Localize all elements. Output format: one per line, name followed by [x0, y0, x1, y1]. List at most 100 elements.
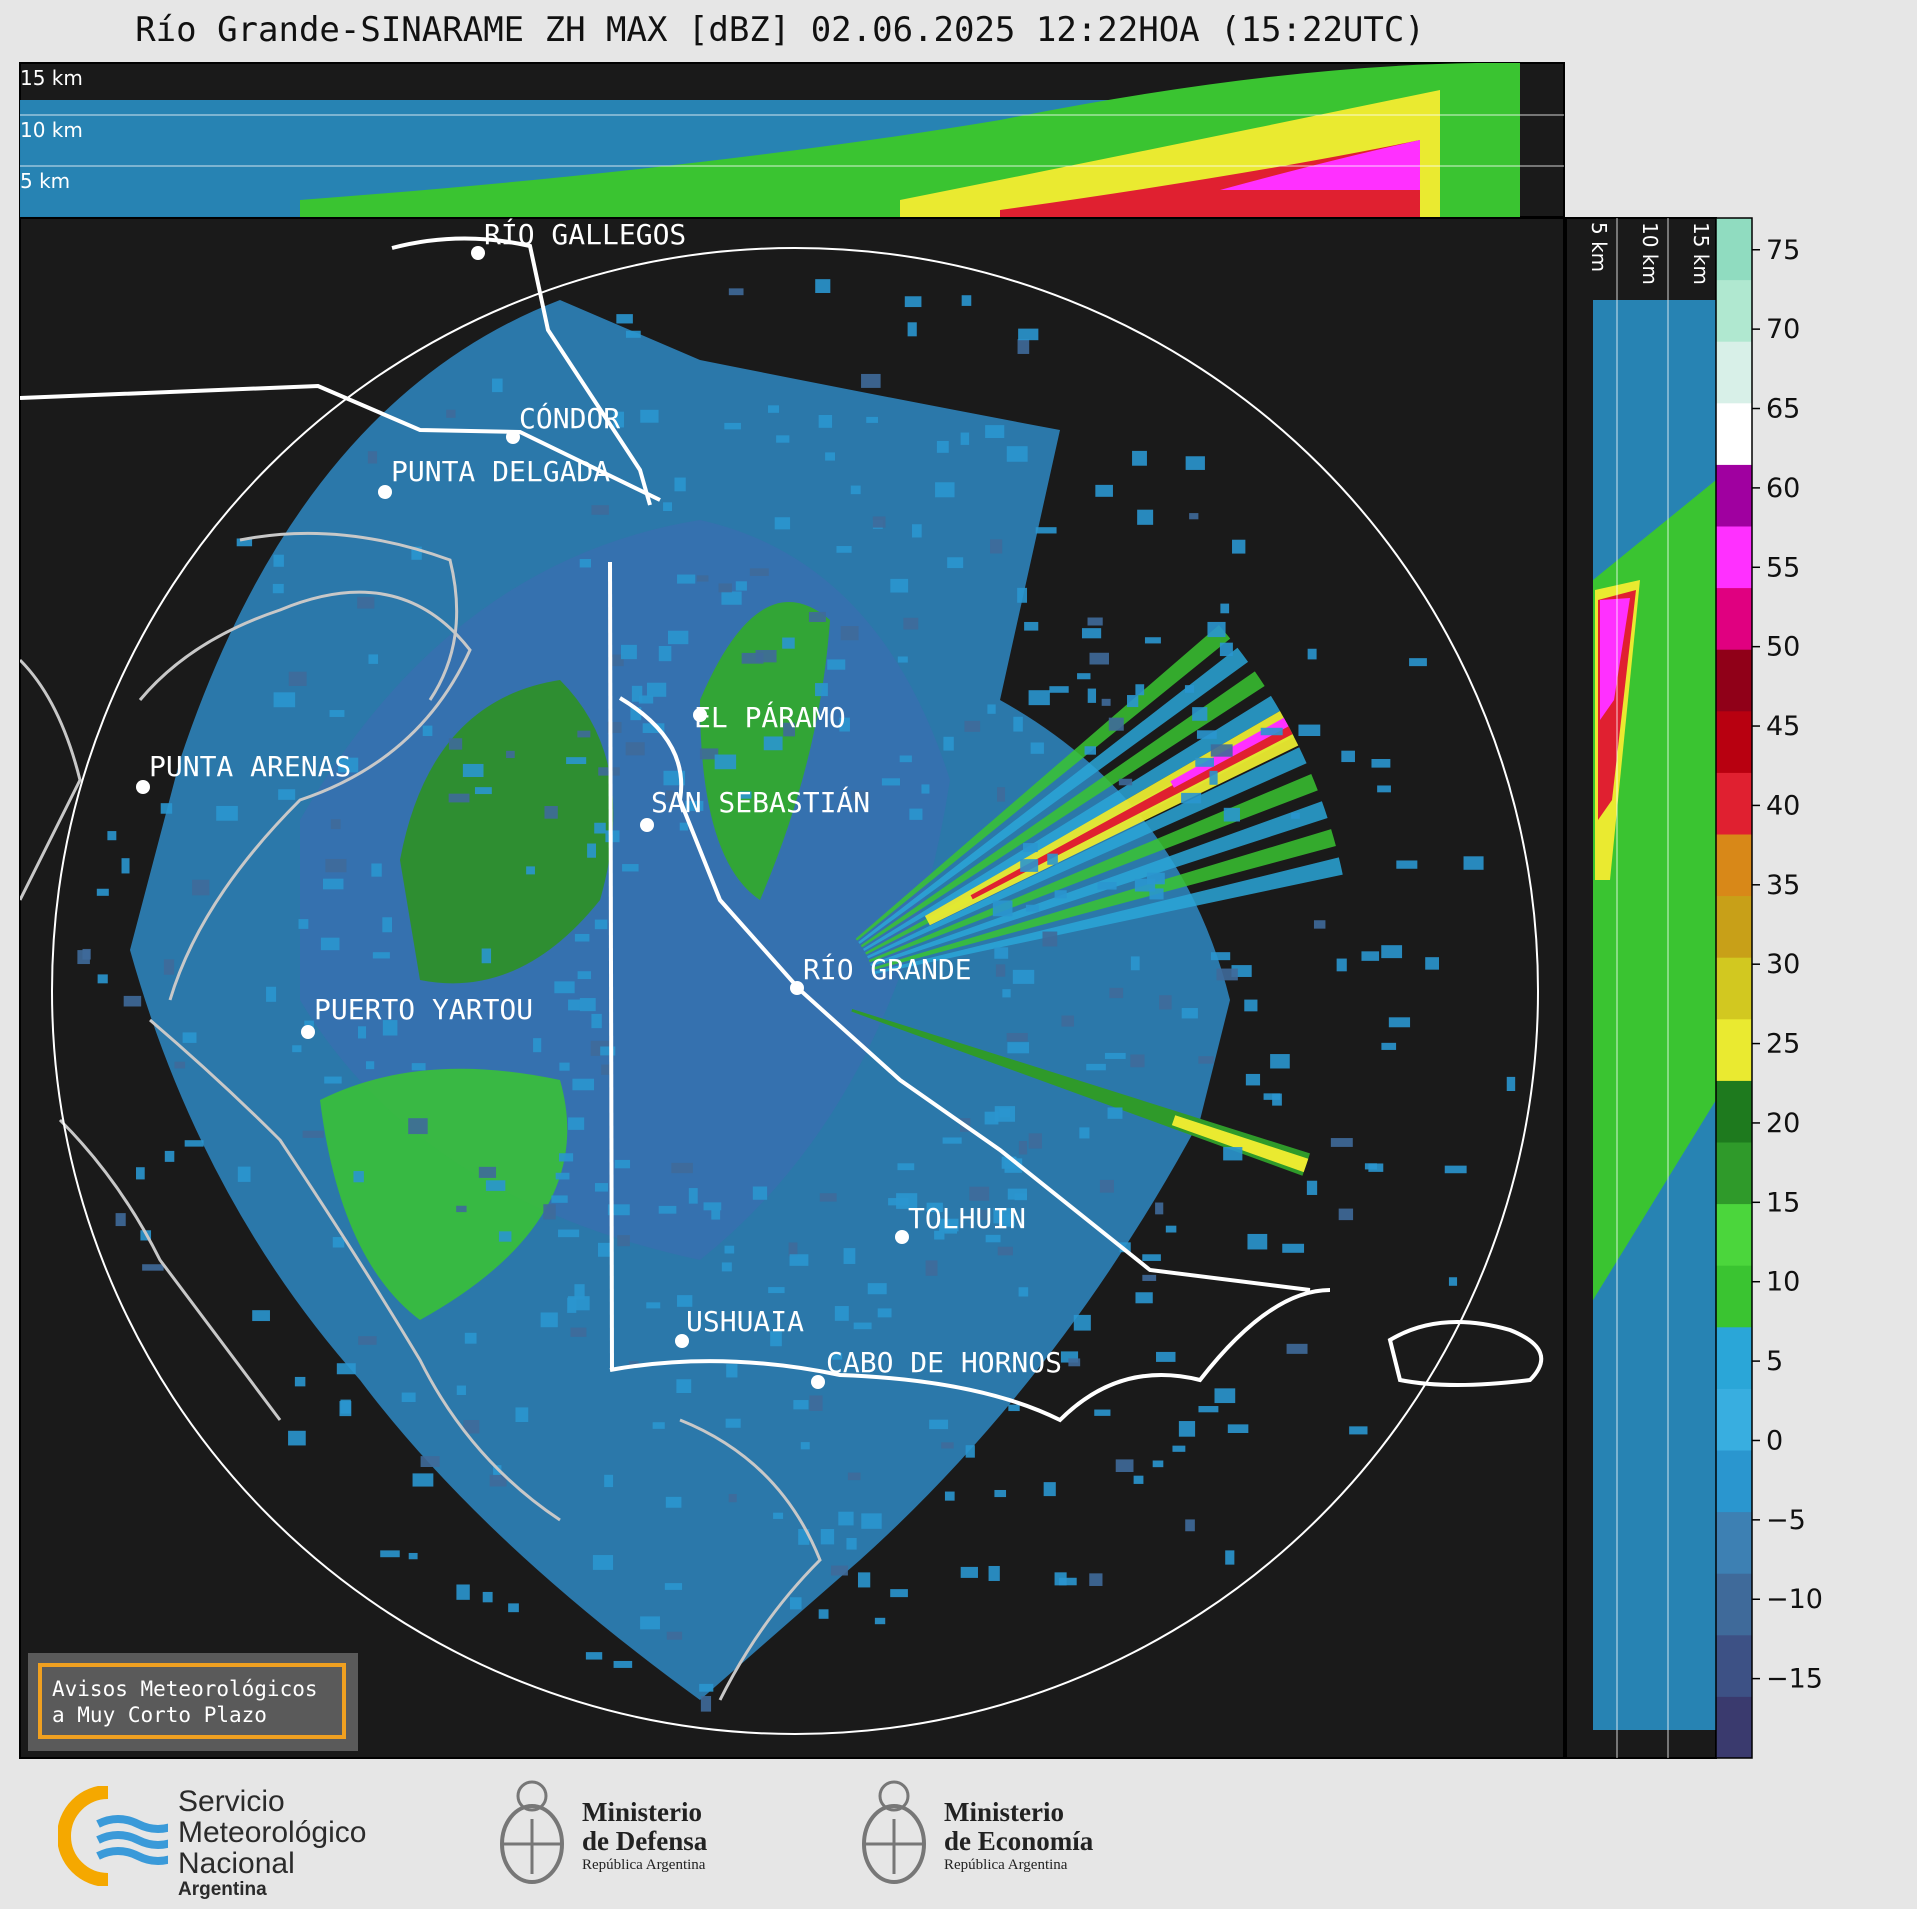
city-marker: [136, 780, 150, 794]
economia-line-2: de Economía: [944, 1826, 1094, 1856]
city-marker: [378, 485, 392, 499]
legend-box: Avisos Meteorológicos a Muy Corto Plazo: [28, 1653, 358, 1751]
colorbar-segment: [1716, 464, 1752, 527]
top-height-label-10km: 10 km: [20, 118, 83, 142]
colorbar-tick-label: 45: [1766, 711, 1800, 742]
smn-line-2: Meteorológico: [178, 1816, 367, 1849]
city-marker: [640, 818, 654, 832]
city-label: TOLHUIN: [908, 1202, 1026, 1235]
smn-line-1: Servicio: [178, 1785, 285, 1818]
ministerio-defensa-logo: Ministerio de Defensa República Argentin…: [494, 1774, 754, 1894]
colorbar-segment: [1716, 279, 1752, 342]
borders: [20, 236, 1544, 1423]
city-label: PUNTA ARENAS: [149, 750, 351, 783]
smn-logo: Servicio Meteorológico Nacional Argentin…: [58, 1785, 388, 1900]
colorbar-tick-label: 25: [1766, 1029, 1800, 1060]
colorbar-segment: [1716, 1388, 1752, 1451]
colorbar-tick-label: 10: [1766, 1267, 1800, 1298]
coat-of-arms-icon: [862, 1780, 926, 1884]
side-height-label-15km: 15 km: [1689, 222, 1713, 285]
ministerio-economia-logo: Ministerio de Economía República Argenti…: [856, 1774, 1136, 1894]
city-marker: [675, 1334, 689, 1348]
colorbar-tick-label: −5: [1766, 1505, 1806, 1536]
economia-line-1: Ministerio: [944, 1797, 1064, 1827]
colorbar-segment: [1716, 1450, 1752, 1513]
colorbar-segment: [1716, 1080, 1752, 1143]
colorbar-tick-label: 0: [1766, 1425, 1783, 1456]
colorbar-tick-label: 75: [1766, 235, 1800, 266]
colorbar-segment: [1716, 402, 1752, 465]
top-cross-section-panel: 15 km 10 km 5 km: [19, 62, 1565, 218]
main-radar-panel: RÍO GALLEGOS CÓNDOR PUNTA DELGADA EL PÁRAMO…: [19, 217, 1565, 1759]
city-marker: [506, 430, 520, 444]
city-label: RÍO GRANDE: [803, 952, 972, 986]
colorbar-tick-label: 40: [1766, 790, 1800, 821]
city-marker: [301, 1025, 315, 1039]
colorbar-segment: [1716, 710, 1752, 773]
colorbar-tick-label: 65: [1766, 394, 1800, 425]
city-markers: RÍO GALLEGOS CÓNDOR PUNTA DELGADA EL PÁRAMO…: [136, 217, 1062, 1389]
colorbar-segment: [1716, 587, 1752, 650]
radar-range-ring: [51, 247, 1539, 1735]
defensa-line-1: Ministerio: [582, 1797, 702, 1827]
smn-line-4: Argentina: [178, 1879, 267, 1900]
city-marker: [895, 1230, 909, 1244]
city-label: PUERTO YARTOU: [314, 993, 533, 1026]
defensa-line-3: República Argentina: [582, 1857, 706, 1873]
colorbar-tick-label: 30: [1766, 949, 1800, 980]
coastlines: [20, 531, 822, 1701]
city-label: SAN SEBASTIÁN: [651, 785, 870, 819]
top-height-label-5km: 5 km: [20, 169, 70, 193]
colorbar-tick-label: 55: [1766, 552, 1800, 583]
city-marker: [471, 246, 485, 260]
top-height-label-15km: 15 km: [20, 66, 83, 90]
city-label: PUNTA DELGADA: [391, 455, 610, 488]
colorbar-tick-label: 35: [1766, 870, 1800, 901]
city-label: USHUAIA: [686, 1305, 804, 1338]
colorbar-tick-label: 5: [1766, 1346, 1783, 1377]
smn-emblem-icon: [58, 1786, 168, 1886]
colorbar-segment: [1716, 341, 1752, 404]
smn-line-3: Nacional: [178, 1847, 295, 1880]
colorbar-segment: [1716, 1326, 1752, 1389]
side-height-label-5km: 5 km: [1587, 222, 1611, 272]
colorbar-tick-label: 15: [1766, 1187, 1800, 1218]
colorbar-segment: [1716, 1696, 1752, 1759]
colorbar-segment: [1716, 1511, 1752, 1574]
colorbar-segment: [1716, 1018, 1752, 1081]
colorbar-tick-label: 60: [1766, 473, 1800, 504]
colorbar-segment: [1716, 895, 1752, 958]
colorbar-tick-label: 50: [1766, 632, 1800, 663]
city-label: EL PÁRAMO: [694, 700, 846, 734]
side-height-label-10km: 10 km: [1638, 222, 1662, 285]
colorbar-segment: [1716, 772, 1752, 835]
colorbar-segment: [1716, 1634, 1752, 1697]
legend-line-2: a Muy Corto Plazo: [52, 1703, 267, 1727]
city-label: CÓNDOR: [519, 401, 620, 435]
colorbar-segment: [1716, 1203, 1752, 1266]
colorbar-segment: [1716, 218, 1752, 281]
defensa-line-2: de Defensa: [582, 1826, 708, 1856]
colorbar-segment: [1716, 957, 1752, 1020]
colorbar-tick-label: −10: [1766, 1584, 1823, 1615]
coat-of-arms-icon: [500, 1780, 564, 1884]
colorbar-tick-label: 70: [1766, 314, 1800, 345]
city-marker: [811, 1375, 825, 1389]
economia-line-3: República Argentina: [944, 1857, 1068, 1873]
city-marker: [693, 708, 707, 722]
city-label: RÍO GALLEGOS: [484, 217, 686, 251]
colorbar-segment: [1716, 1265, 1752, 1328]
city-label: CABO DE HORNOS: [826, 1346, 1062, 1379]
colorbar-segment: [1716, 1142, 1752, 1205]
colorbar-tick-label: 20: [1766, 1108, 1800, 1139]
colorbar-segment: [1716, 834, 1752, 897]
side-cross-section-panel: 5 km 10 km 15 km: [1565, 217, 1717, 1759]
colorbar-segment: [1716, 649, 1752, 712]
colorbar-segment: [1716, 526, 1752, 589]
legend-line-1: Avisos Meteorológicos: [52, 1677, 318, 1701]
radar-echoes: [77, 279, 1516, 1712]
colorbar-segment: [1716, 1573, 1752, 1636]
chart-title: Río Grande-SINARAME ZH MAX [dBZ] 02.06.2…: [135, 10, 1425, 50]
